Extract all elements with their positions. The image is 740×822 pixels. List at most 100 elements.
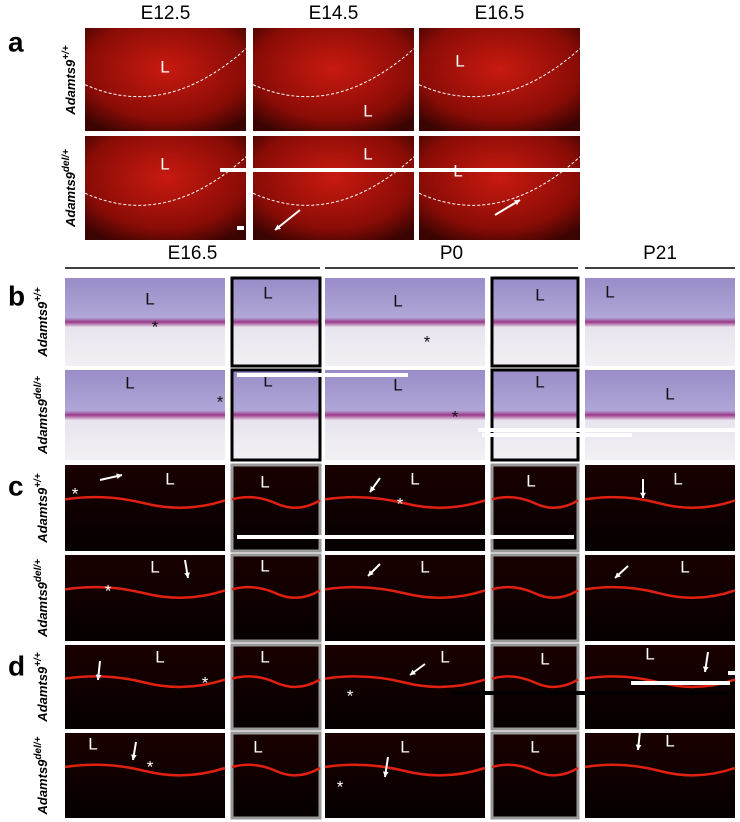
micrograph <box>253 28 414 131</box>
micrograph <box>230 553 322 643</box>
image-label: L <box>88 734 97 753</box>
image-label: * <box>452 407 459 426</box>
arrow-head <box>514 200 520 206</box>
genotype-label: Adamts9del/+ <box>33 736 51 815</box>
arrow-head <box>702 666 709 672</box>
genotype: +/+ <box>33 652 44 667</box>
membrane <box>584 585 736 599</box>
image-label: * <box>202 673 209 692</box>
membrane <box>491 495 579 509</box>
micrograph <box>585 555 735 641</box>
gene-name: Adamts9 <box>35 487 50 544</box>
column-header: E14.5 <box>309 3 359 24</box>
micrograph <box>65 733 225 818</box>
image-label: L <box>540 649 549 668</box>
micrograph <box>585 733 735 818</box>
image-label: * <box>152 317 159 336</box>
gene-name: Adamts9 <box>35 301 50 358</box>
column-header: E12.5 <box>141 3 191 24</box>
image-label: L <box>680 557 689 576</box>
image-label: L <box>263 371 272 390</box>
membrane <box>64 585 226 599</box>
arrow-head <box>184 572 190 578</box>
image-label: L <box>150 557 159 576</box>
panel-letter: b <box>8 280 25 311</box>
image-label: * <box>397 494 404 513</box>
image-label: L <box>665 731 674 750</box>
arrow-head <box>368 570 374 576</box>
arrow-head <box>635 744 642 750</box>
panel-letter: a <box>8 26 24 57</box>
micrograph <box>230 731 322 820</box>
micrograph <box>490 368 580 462</box>
image-label: L <box>535 372 544 391</box>
image-label: L <box>253 737 262 756</box>
image-label: L <box>645 644 654 663</box>
arrow-head <box>640 492 646 498</box>
micrograph <box>490 731 580 820</box>
micrograph <box>65 645 225 729</box>
micrograph <box>65 370 225 460</box>
genotype-label: Adamts9+/+ <box>33 473 51 544</box>
image-label: L <box>605 282 614 301</box>
image-label: L <box>673 469 682 488</box>
gene-name: Adamts9 <box>63 171 78 228</box>
column-header: P0 <box>440 243 463 264</box>
micrograph <box>419 28 580 131</box>
image-label: L <box>455 51 464 70</box>
image-label: L <box>165 469 174 488</box>
micrograph <box>490 276 580 368</box>
column-header: E16.5 <box>475 3 525 24</box>
image-label: L <box>160 154 169 173</box>
image-label: * <box>217 392 224 411</box>
image-label: L <box>393 291 402 310</box>
membrane <box>324 763 486 777</box>
micrograph <box>585 370 735 460</box>
membrane <box>491 763 579 777</box>
image-label: * <box>347 686 354 705</box>
boundary <box>84 156 247 206</box>
genotype-label: Adamts9del/+ <box>61 149 79 228</box>
image-label: L <box>260 647 269 666</box>
gene-name: Adamts9 <box>63 59 78 116</box>
image-label: L <box>363 144 372 163</box>
membrane <box>491 585 579 599</box>
boundary <box>252 156 415 206</box>
column-header: E16.5 <box>168 243 218 264</box>
membrane <box>64 495 226 509</box>
panel-letter: c <box>8 470 24 501</box>
image-label: * <box>424 332 431 351</box>
membrane <box>324 675 486 689</box>
micrograph <box>65 555 225 641</box>
genotype: +/+ <box>61 45 72 60</box>
membrane <box>231 675 321 689</box>
membrane <box>324 585 486 599</box>
image-label: L <box>160 57 169 76</box>
membrane <box>491 675 579 689</box>
micrograph <box>230 276 322 368</box>
genotype-label: Adamts9del/+ <box>33 376 51 455</box>
micrograph <box>325 645 485 729</box>
arrow-head <box>116 473 122 479</box>
image-label: L <box>440 647 449 666</box>
image-label: L <box>260 556 269 575</box>
image-label: * <box>105 581 112 600</box>
arrow-head <box>615 572 621 578</box>
image-label: * <box>72 484 79 503</box>
membrane <box>584 763 736 777</box>
column-header: P21 <box>643 243 677 264</box>
gene-name: Adamts9 <box>35 398 50 455</box>
micrograph <box>325 555 485 641</box>
arrow <box>274 209 301 231</box>
genotype: del/+ <box>33 736 44 759</box>
micrograph <box>585 645 735 729</box>
membrane <box>64 675 226 689</box>
image-label: L <box>393 375 402 394</box>
genotype: +/+ <box>33 473 44 488</box>
genotype-label: Adamts9+/+ <box>33 287 51 358</box>
image-label: L <box>530 737 539 756</box>
micrograph <box>325 370 485 460</box>
genotype: del/+ <box>33 559 44 582</box>
membrane <box>324 495 486 509</box>
